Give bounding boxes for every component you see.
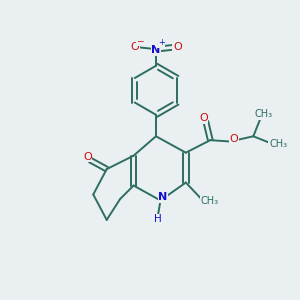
Text: O: O: [83, 152, 92, 162]
Text: H: H: [154, 214, 162, 224]
Text: CH₃: CH₃: [201, 196, 219, 206]
Text: CH₃: CH₃: [269, 139, 287, 149]
Text: O: O: [229, 134, 238, 144]
Text: O: O: [130, 42, 139, 52]
Text: O: O: [199, 113, 208, 123]
Text: N: N: [151, 45, 160, 55]
Text: CH₃: CH₃: [254, 110, 272, 119]
Text: +: +: [158, 38, 165, 47]
Text: O: O: [173, 42, 182, 52]
Text: −: −: [136, 36, 144, 45]
Text: N: N: [158, 193, 167, 202]
